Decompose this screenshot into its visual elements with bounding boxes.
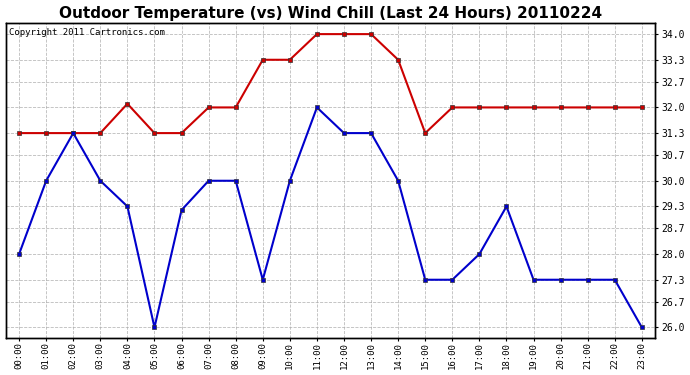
Title: Outdoor Temperature (vs) Wind Chill (Last 24 Hours) 20110224: Outdoor Temperature (vs) Wind Chill (Las… (59, 6, 602, 21)
Text: Copyright 2011 Cartronics.com: Copyright 2011 Cartronics.com (9, 28, 165, 37)
